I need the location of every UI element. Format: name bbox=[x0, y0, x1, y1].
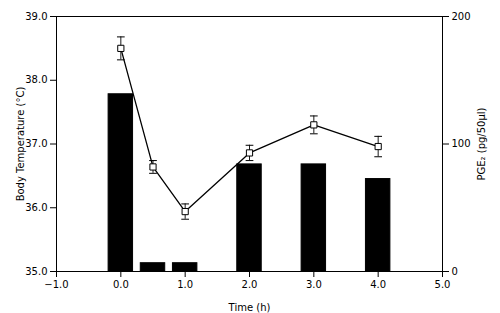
svg-text:3.0: 3.0 bbox=[306, 279, 322, 290]
svg-text:PGE₂ (pg/50μl): PGE₂ (pg/50μl) bbox=[476, 107, 487, 180]
svg-text:Time (h): Time (h) bbox=[228, 302, 271, 313]
svg-text:36.0: 36.0 bbox=[25, 202, 47, 213]
svg-text:1.0: 1.0 bbox=[177, 279, 193, 290]
svg-text:0: 0 bbox=[452, 266, 458, 277]
svg-text:38.0: 38.0 bbox=[25, 74, 47, 85]
svg-text:−1.0: −1.0 bbox=[44, 279, 68, 290]
svg-text:5.0: 5.0 bbox=[435, 279, 451, 290]
svg-text:200: 200 bbox=[452, 11, 471, 22]
svg-text:0.0: 0.0 bbox=[113, 279, 129, 290]
svg-text:37.0: 37.0 bbox=[25, 138, 47, 149]
svg-text:35.0: 35.0 bbox=[25, 266, 47, 277]
svg-text:Body Temperature (°C): Body Temperature (°C) bbox=[15, 87, 26, 202]
svg-text:2.0: 2.0 bbox=[242, 279, 258, 290]
svg-text:4.0: 4.0 bbox=[370, 279, 386, 290]
svg-text:39.0: 39.0 bbox=[25, 11, 47, 22]
svg-text:100: 100 bbox=[452, 138, 471, 149]
